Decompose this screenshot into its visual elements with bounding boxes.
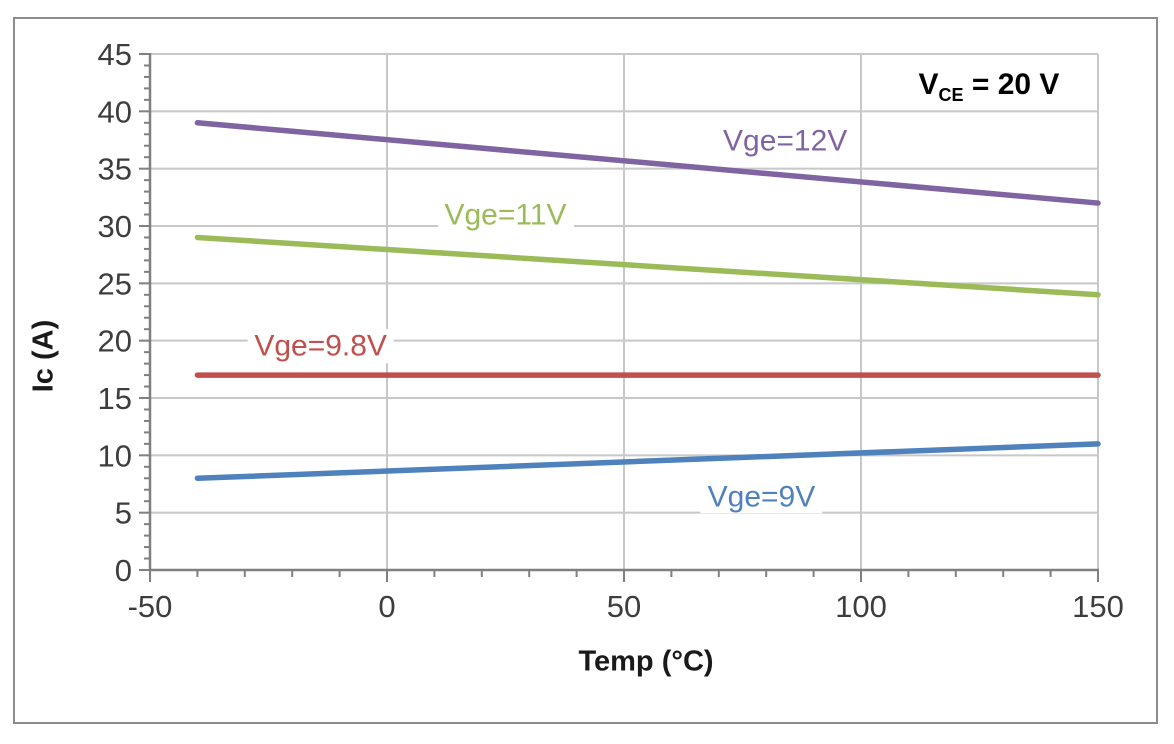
series-label-vge-11v: Vge=11V (437, 197, 574, 232)
series-label-vge-9p8v: Vge=9.8V (247, 329, 394, 364)
y-tick-label: 0 (115, 553, 132, 588)
x-tick-label: 0 (378, 589, 395, 624)
series-label-vge-9v: Vge=9V (700, 479, 823, 514)
series-line-Vge=11V (194, 234, 1101, 298)
y-axis-title: Ic (A) (27, 319, 60, 393)
y-tick-label: 45 (98, 37, 132, 72)
y-tick-label: 40 (98, 94, 132, 129)
vce-annotation-main: V (918, 68, 939, 102)
vce-annotation-rest: = 20 V (963, 68, 1060, 102)
y-tick-label: 35 (98, 152, 132, 187)
x-tick-label: 100 (835, 589, 887, 624)
x-tick-label: 150 (1072, 589, 1124, 624)
y-tick-label: 25 (98, 266, 132, 301)
axis-ticks (139, 53, 1099, 582)
y-tick-label: 5 (115, 496, 132, 531)
y-tick-label: 30 (98, 209, 132, 244)
figure-frame (13, 17, 1158, 724)
x-axis-title: Temp (°C) (578, 645, 714, 678)
vce-annotation: VCE = 20 V (912, 68, 1066, 107)
series-label-vge-12v: Vge=12V (716, 124, 855, 158)
y-tick-label: 10 (98, 438, 132, 473)
axis-lines (148, 53, 1099, 572)
series-line-Vge=12V (194, 120, 1101, 206)
series-line-Vge=9V (194, 441, 1101, 482)
y-tick-label: 15 (98, 381, 132, 416)
vce-annotation-sub: CE (938, 85, 964, 106)
x-tick-label: -50 (128, 589, 173, 624)
y-tick-label: 20 (98, 324, 132, 359)
x-tick-label: 50 (607, 589, 641, 624)
